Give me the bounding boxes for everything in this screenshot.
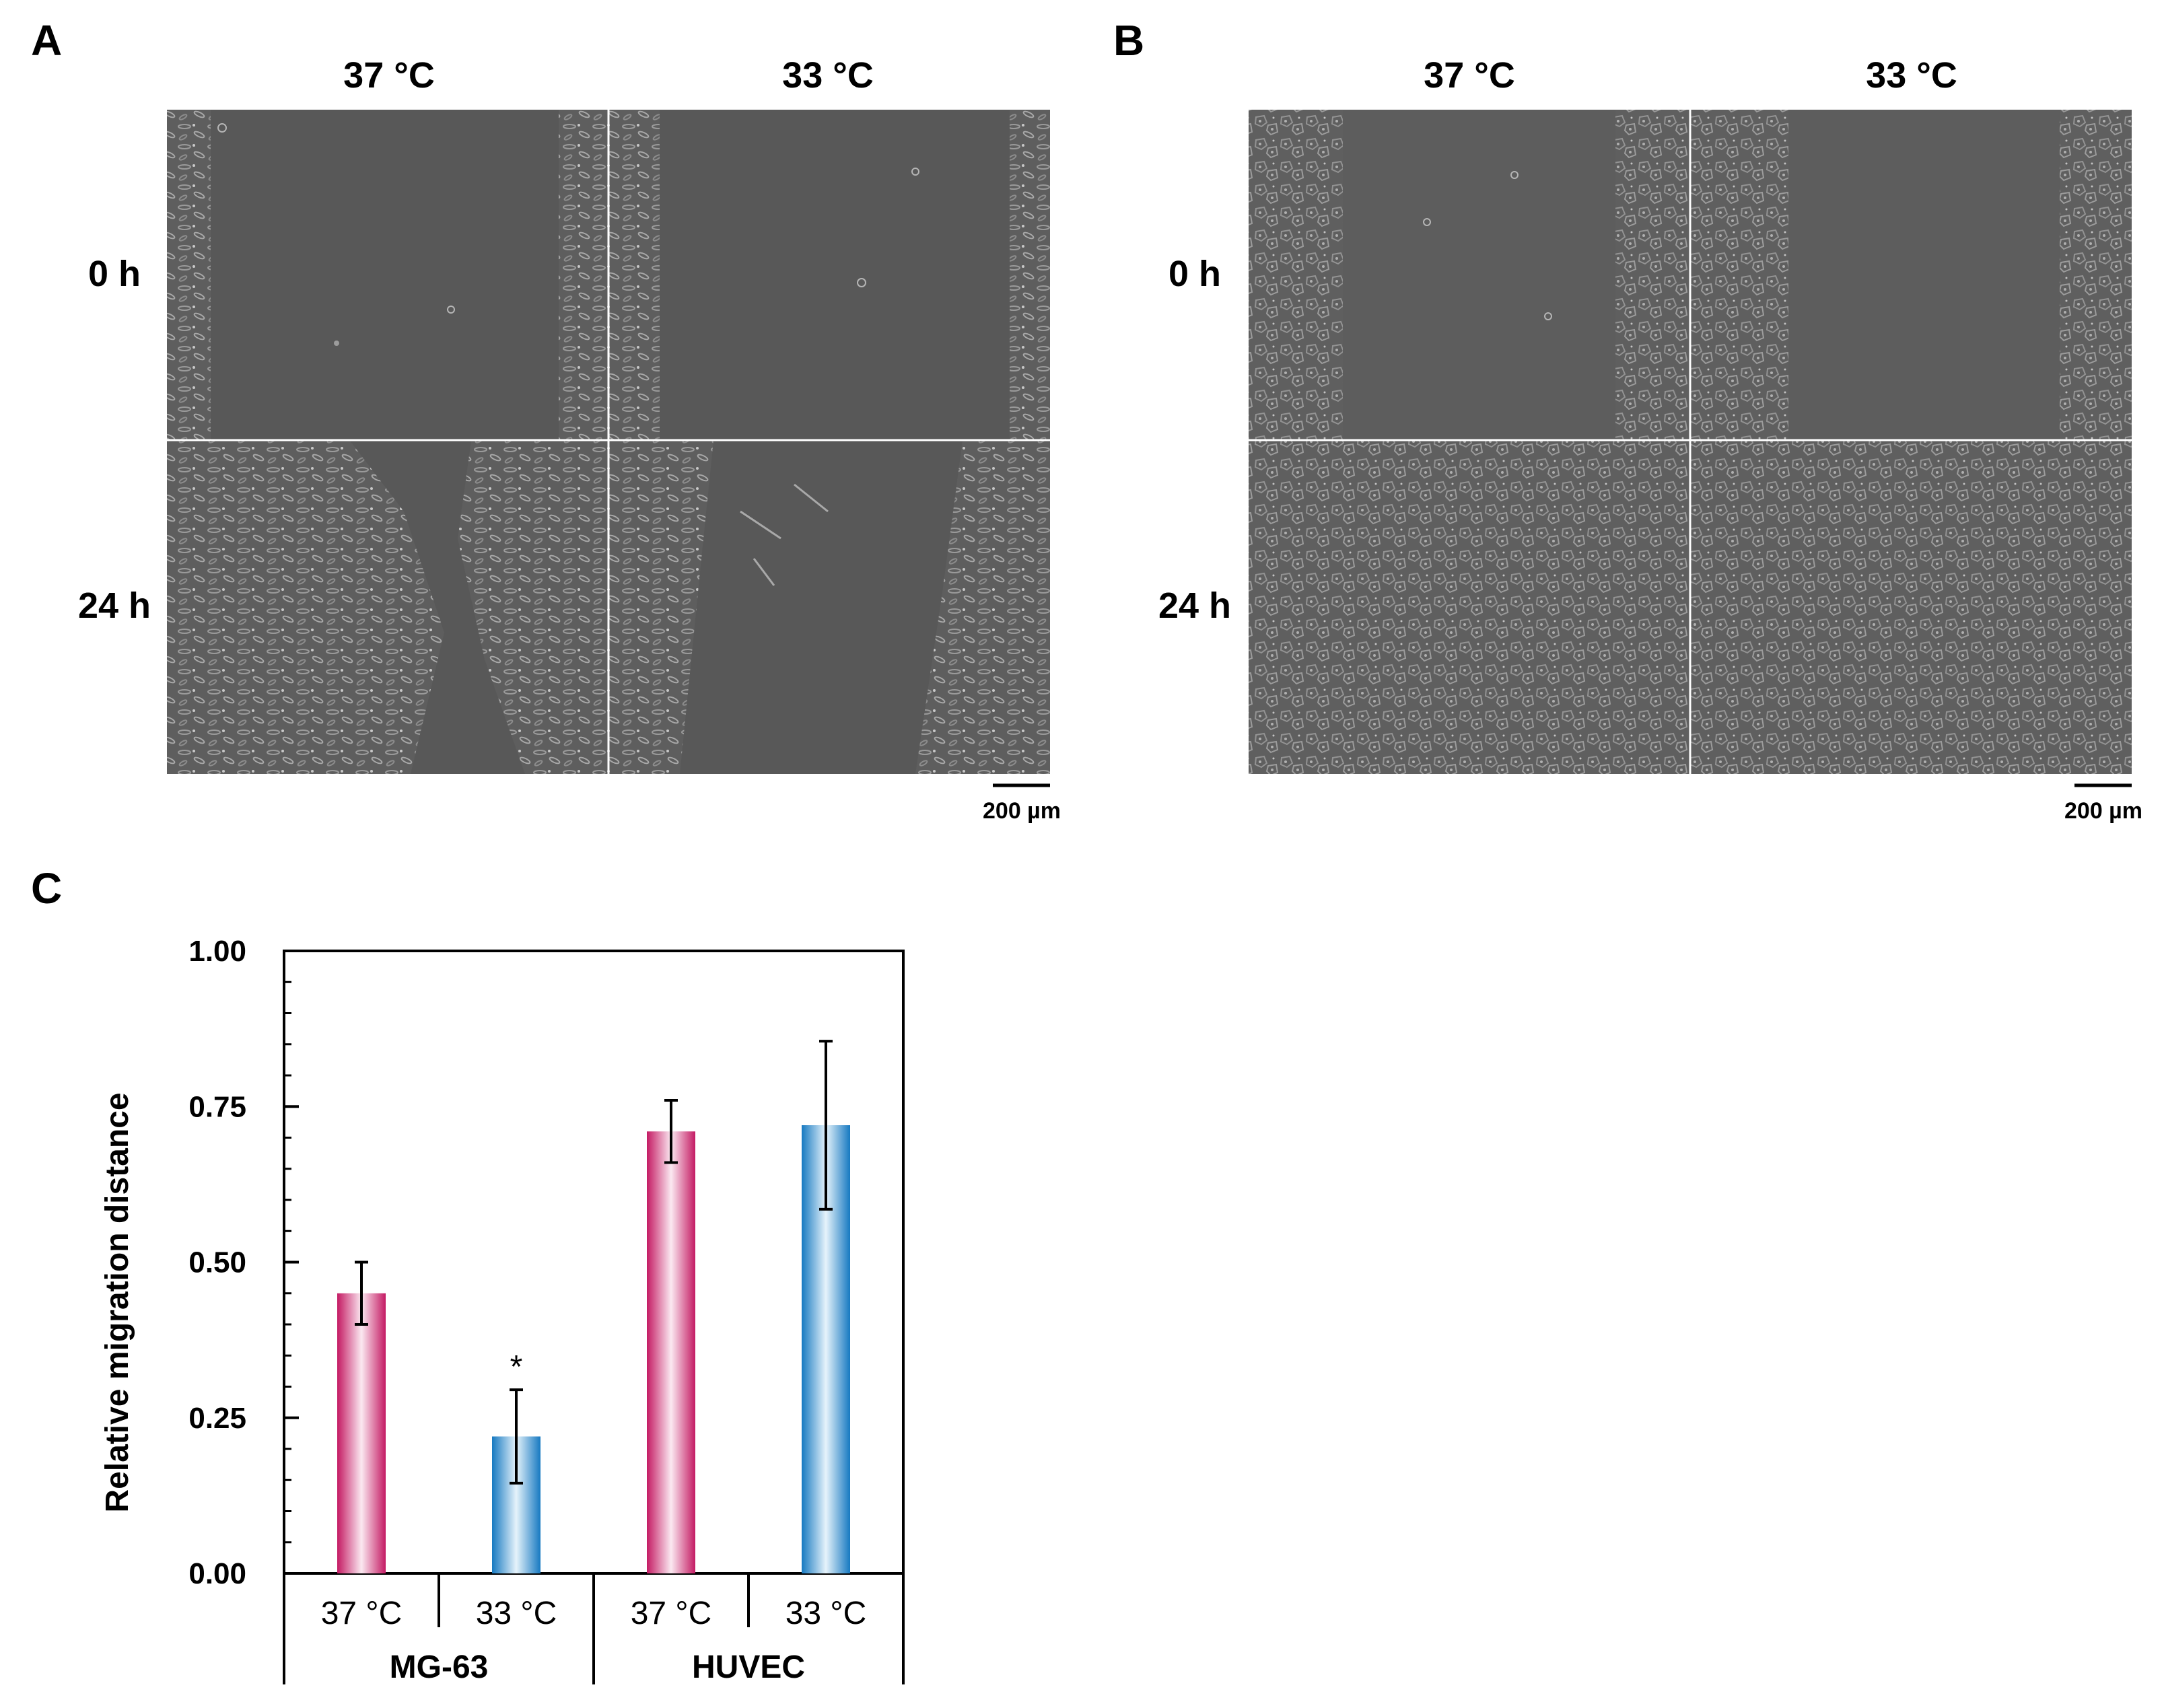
panel-b-col-33c: 33 °C xyxy=(1866,55,1957,96)
panel-a: A 37 °C 33 °C 0 h 24 h xyxy=(31,16,1061,824)
panel-b-scale-bar: 200 µm xyxy=(2064,783,2142,824)
micrograph-a-37c-0h xyxy=(167,110,608,439)
micrograph-b-37c-0h xyxy=(1249,110,1689,439)
panel-a-row-24h: 24 h xyxy=(78,585,151,626)
panel-b-row-0h: 0 h xyxy=(1168,254,1221,294)
panel-a-col-33c: 33 °C xyxy=(782,55,874,96)
micrograph-a-37c-24h xyxy=(167,441,608,774)
panel-a-scale-bar: 200 µm xyxy=(983,783,1061,824)
micrograph-b-37c-24h xyxy=(1249,441,1689,774)
bar xyxy=(337,1293,386,1573)
y-axis: 0.00 0.25 0.50 0.75 1.00 xyxy=(188,935,299,1590)
panel-b: B 37 °C 33 °C 0 h 24 h 200 µm xyxy=(1113,16,2142,824)
x-axis: 37 °C 33 °C 37 °C 33 °C MG-63 HUVEC xyxy=(283,1573,905,1685)
significance-annotation: * xyxy=(510,1349,523,1385)
panel-a-row-0h: 0 h xyxy=(88,254,141,294)
y-tick-label: 0.00 xyxy=(188,1557,246,1590)
panel-b-letter: B xyxy=(1113,16,1144,65)
micrograph-b-33c-0h xyxy=(1691,110,2132,439)
micrograph-b-33c-24h xyxy=(1691,441,2132,774)
panel-a-col-37c: 37 °C xyxy=(343,55,435,96)
y-tick-label: 0.50 xyxy=(188,1246,246,1279)
panel-b-col-37c: 37 °C xyxy=(1424,55,1515,96)
micrograph-a-33c-24h xyxy=(609,441,1050,774)
panel-b-scale-label: 200 µm xyxy=(2064,798,2142,824)
panel-c: C 0.000.250.500.751.00 * 37 °C 33 °C 37 °C… xyxy=(31,864,905,1685)
bar xyxy=(647,1131,695,1573)
panel-b-row-24h: 24 h xyxy=(1158,585,1231,626)
x-tick-label: 33 °C xyxy=(476,1596,557,1631)
x-group-label: HUVEC xyxy=(692,1649,805,1685)
x-group-label: MG-63 xyxy=(390,1649,489,1685)
y-tick-label: 1.00 xyxy=(188,935,246,968)
panel-a-scale-label: 200 µm xyxy=(983,798,1061,824)
y-axis-title: Relative migration distance xyxy=(100,1092,135,1512)
micrograph-a-33c-0h xyxy=(609,110,1050,439)
x-tick-label: 37 °C xyxy=(631,1596,712,1631)
y-tick-label: 0.75 xyxy=(188,1090,246,1123)
panel-a-letter: A xyxy=(31,16,62,65)
panel-c-letter: C xyxy=(31,864,62,913)
x-tick-label: 37 °C xyxy=(321,1596,403,1631)
y-tick-label: 0.25 xyxy=(188,1402,246,1435)
bar-series: * xyxy=(337,1040,850,1573)
x-tick-label: 33 °C xyxy=(786,1596,867,1631)
